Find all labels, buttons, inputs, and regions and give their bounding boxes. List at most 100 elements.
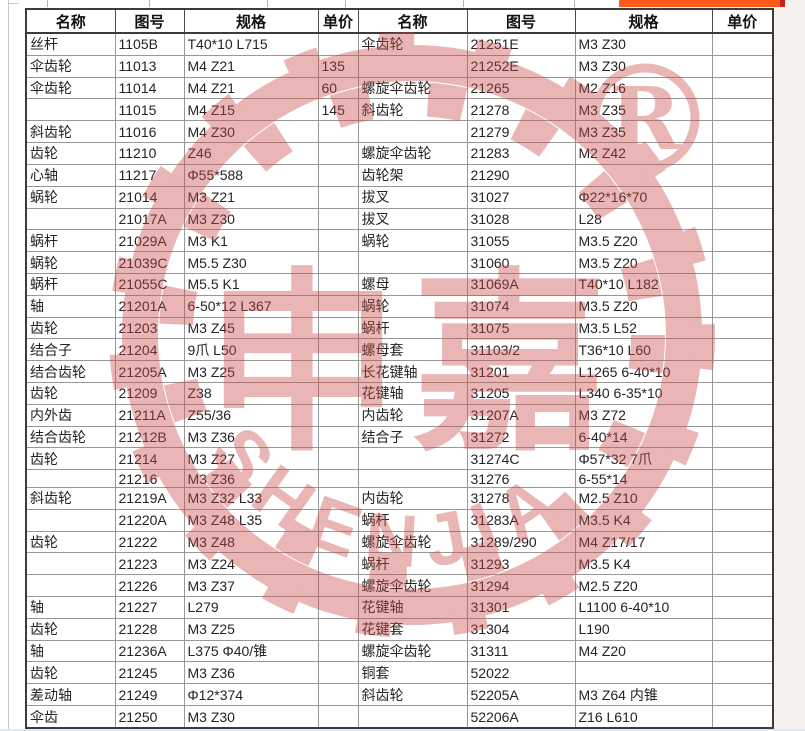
cell-price-left [317,552,359,576]
cell-spec-left: M3 Z36 [183,661,319,685]
cell-name-right [357,447,468,471]
table-row: 蜗杆 21029A M3 K1 蜗轮 31055 M3.5 Z20 [25,229,774,253]
table-row: 齿轮 21214 M3 Z27 31274C Φ57*32 7爪 [25,447,774,471]
cell-spec-right: M3.5 Z20 [574,251,713,274]
cell-code-right: 31304 [466,617,576,641]
cell-code-left: 21203 [114,316,185,340]
cell-code-left: 21223 [114,552,185,576]
cell-name-right: 拔叉 [357,207,468,231]
cell-name-left: 伞齿 [25,705,116,729]
cell-code-right: 31293 [466,552,576,576]
cell-code-left: 1105B [114,32,185,56]
cell-spec-left: Φ55*588 [183,163,319,187]
cell-spec-right: Z16 L610 [574,705,713,729]
top-orange-bar-tip [780,0,785,7]
cell-price-right [711,163,774,187]
cell-code-right: 52205A [466,683,576,707]
cell-name-right: 斜齿轮 [357,683,468,707]
table-row: 21220A M3 Z48 L35 蜗杆 31283A M3.5 K4 [25,508,774,532]
cell-price-right [711,508,774,532]
cell-price-left [317,185,359,209]
table-row: 伞齿 21250 M3 Z30 52206A Z16 L610 [25,705,774,729]
table-row: 21216 M3 Z36 31276 6-55*14 [25,469,774,488]
cell-code-left: 21201A [114,294,185,318]
cell-code-right: 31027 [466,185,576,209]
top-gridline-fragment [463,0,464,7]
cell-price-right [711,76,774,100]
cell-spec-right: T40*10 L182 [574,272,713,296]
cell-price-right [711,595,774,619]
cell-name-left [25,469,116,488]
cell-code-right: 31276 [466,469,576,488]
cell-code-left: 21219A [114,486,185,510]
table-row: 结合齿轮 21205A M3 Z25 长花键轴 31201 L1265 6-40*10 [25,360,774,384]
cell-name-left: 齿轮 [25,530,116,554]
cell-code-left: 11013 [114,54,185,78]
cell-price-right [711,447,774,471]
cell-price-right [711,403,774,427]
table-row: 齿轮 21222 M3 Z48 螺旋伞齿轮 31289/290 M4 Z17/17 [25,530,774,554]
cell-name-left: 结合齿轮 [25,360,116,384]
table-row: 蜗杆 21055C M5.5 K1 螺母 31069A T40*10 L182 [25,272,774,296]
cell-price-right [711,142,774,165]
cell-code-right: 31283A [466,508,576,532]
table-header-row: 名称 图号 规格 单价 名称 图号 规格 单价 [25,8,774,34]
cell-price-right [711,54,774,78]
cell-price-right [711,382,774,405]
cell-spec-left: M5.5 Z30 [183,251,319,274]
parts-price-table: 名称 图号 规格 单价 名称 图号 规格 单价 丝杆 1105B T40*10 L7… [25,8,774,729]
cell-spec-left: M3 K1 [183,229,319,253]
cell-spec-right [574,661,713,685]
bottom-page-margin [0,729,805,731]
cell-name-left: 斜齿轮 [25,486,116,510]
cell-code-left: 21017A [114,207,185,231]
top-orange-bar [619,0,780,7]
table-row: 结合子 21204 9爪 L50 螺母套 31103/2 T36*10 L60 [25,338,774,362]
cell-code-left: 21014 [114,185,185,209]
cell-name-left [25,98,116,122]
cell-price-left [317,403,359,427]
cell-spec-left: 9爪 L50 [183,338,319,362]
cell-name-left: 齿轮 [25,382,116,405]
cell-code-right: 52206A [466,705,576,729]
cell-spec-right: M3 Z30 [574,32,713,56]
cell-code-right: 31060 [466,251,576,274]
table-row: 11015 M4 Z15 145 斜齿轮 21278 M3 Z35 [25,98,774,122]
cell-price-left [317,705,359,729]
cell-code-right: 31201 [466,360,576,384]
table-row: 斜齿轮 21219A M3 Z32 L33 内齿轮 31278 M2.5 Z10 [25,486,774,510]
cell-price-right [711,639,774,663]
table-body: 丝杆 1105B T40*10 L715 伞齿轮 21251E M3 Z30 伞齿轮 1101… [25,32,774,729]
cell-spec-right: M3.5 K4 [574,508,713,532]
header-name-right: 名称 [357,8,468,34]
table-row: 齿轮 11210 Z46 螺旋伞齿轮 21283 M2 Z42 [25,142,774,165]
cell-name-right: 蜗轮 [357,229,468,253]
cell-name-right [357,120,468,144]
cell-price-left [317,382,359,405]
cell-name-right: 螺旋伞齿轮 [357,530,468,554]
cell-price-right [711,661,774,685]
cell-code-left: 21055C [114,272,185,296]
cell-price-left: 60 [317,76,359,100]
cell-spec-left: L375 Φ40/锥 [183,639,319,663]
cell-price-left [317,207,359,231]
cell-code-left: 21029A [114,229,185,253]
cell-spec-left: Z38 [183,382,319,405]
cell-price-right [711,705,774,729]
cell-code-left: 21211A [114,403,185,427]
cell-code-left: 21212B [114,425,185,449]
cell-name-right: 蜗杆 [357,552,468,576]
cell-price-right [711,207,774,231]
cell-code-right: 31207A [466,403,576,427]
cell-spec-left: M3 Z36 [183,469,319,488]
cell-spec-right: T36*10 L60 [574,338,713,362]
cell-spec-left: M3 Z30 [183,705,319,729]
cell-spec-right: M3.5 Z20 [574,229,713,253]
cell-code-left: 11016 [114,120,185,144]
cell-name-left: 齿轮 [25,661,116,685]
cell-name-right: 螺旋伞齿轮 [357,142,468,165]
cell-spec-right: Φ22*16*70 [574,185,713,209]
cell-code-left: 21228 [114,617,185,641]
top-gridline-fragment [574,0,575,7]
